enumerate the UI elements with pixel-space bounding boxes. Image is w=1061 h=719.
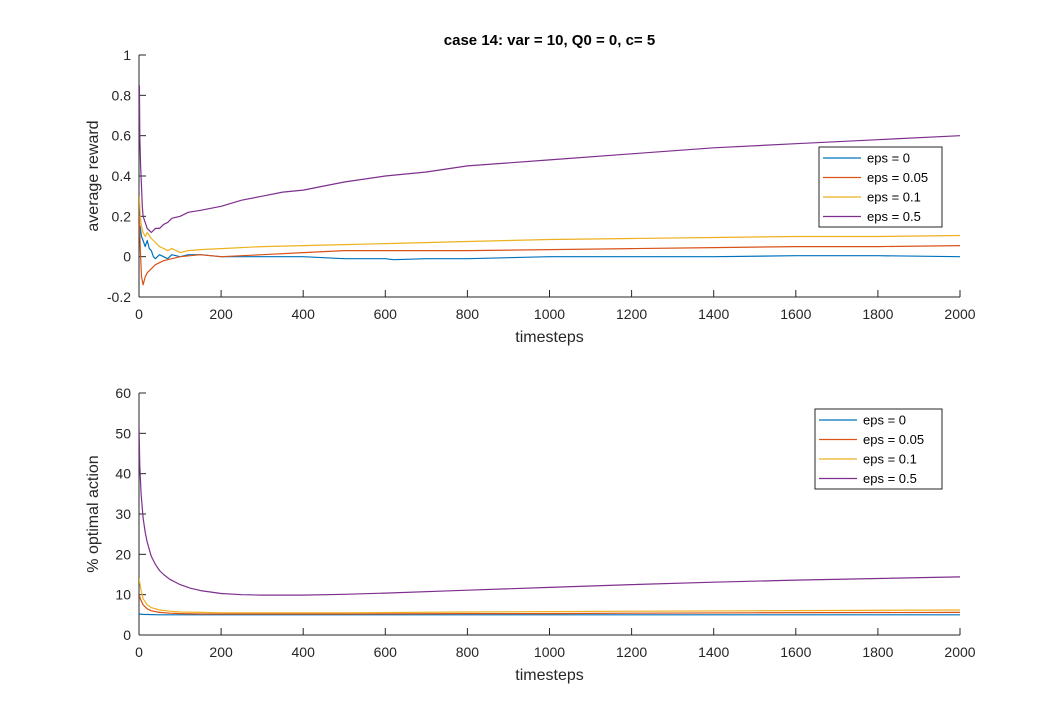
series-line-3 (139, 578, 960, 614)
series-line-4 (139, 85, 960, 234)
y-tick-label: 50 (115, 425, 131, 441)
x-tick-label: 800 (456, 306, 480, 322)
legend-label: eps = 0 (863, 413, 906, 428)
x-tick-label: 400 (292, 306, 316, 322)
y-tick-label: 0.6 (112, 128, 132, 144)
series-line-1 (139, 613, 960, 616)
y-tick-label: 10 (115, 587, 131, 603)
x-tick-label: 1800 (862, 644, 893, 660)
y-tick-label: 0.8 (112, 87, 132, 103)
x-tick-label: 0 (135, 644, 143, 660)
chart-2: 0 200 400 600 800 1000 1200 1400 1600 1800 2000 0 10… (85, 385, 976, 684)
series-line-4 (139, 425, 960, 596)
x-tick-label: 200 (209, 306, 233, 322)
x-tick-label: 1200 (616, 644, 647, 660)
y-tick-label: 20 (115, 546, 131, 562)
y-tick-label: 40 (115, 466, 131, 482)
x-tick-label: 600 (374, 306, 398, 322)
x-tick-label: 1000 (534, 644, 565, 660)
y-tick-label: 0 (123, 249, 131, 265)
chart-title: case 14: var = 10, Q0 = 0, c= 5 (444, 32, 655, 49)
x-tick-label: 1400 (698, 644, 729, 660)
y-tick-label: 0 (123, 627, 131, 643)
y-tick-label: -0.2 (107, 289, 131, 305)
x-tick-label: 600 (374, 644, 398, 660)
legend-label: eps = 0.1 (863, 452, 917, 467)
legend-box (814, 408, 943, 490)
x-tick-label: 2000 (944, 644, 975, 660)
y-tick-label: 1 (123, 47, 131, 63)
legend-label: eps = 0.5 (867, 209, 921, 224)
chart-1: 0 200 400 600 800 1000 1200 1400 1600 1800 2000 -0.… (85, 32, 976, 346)
x-tick-label: 1600 (780, 306, 811, 322)
legend: eps = 0 eps = 0.05 eps = 0.1 eps = 0.5 (818, 146, 943, 228)
y-axis-label: average reward (85, 120, 102, 231)
x-tick-label: 2000 (944, 306, 975, 322)
legend-label: eps = 0.05 (867, 170, 928, 185)
legend-box (818, 146, 943, 228)
legend-label: eps = 0.5 (863, 471, 917, 486)
x-tick-label: 400 (292, 644, 316, 660)
x-axis-label: timesteps (515, 667, 583, 684)
x-tick-label: 1200 (616, 306, 647, 322)
series-line-3 (139, 196, 960, 254)
y-tick-label: 0.2 (112, 208, 132, 224)
plot-area (139, 425, 960, 616)
plot-area (139, 85, 960, 286)
y-axis-label: % optimal action (85, 455, 102, 572)
legend-label: eps = 0.1 (867, 190, 921, 205)
y-tick-label: 30 (115, 506, 131, 522)
x-axis-label: timesteps (515, 329, 583, 346)
x-tick-label: 1400 (698, 306, 729, 322)
x-tick-label: 1800 (862, 306, 893, 322)
series-line-2 (139, 216, 960, 286)
x-tick-label: 0 (135, 306, 143, 322)
x-tick-label: 200 (209, 644, 233, 660)
y-tick-label: 60 (115, 385, 131, 401)
legend: eps = 0 eps = 0.05 eps = 0.1 eps = 0.5 (814, 408, 943, 490)
y-tick-label: 0.4 (112, 168, 132, 184)
legend-label: eps = 0 (867, 151, 910, 166)
x-tick-label: 1600 (780, 644, 811, 660)
series-line-2 (139, 594, 960, 615)
legend-label: eps = 0.05 (863, 432, 924, 447)
x-tick-label: 1000 (534, 306, 565, 322)
series-line-1 (139, 225, 960, 261)
x-tick-label: 800 (456, 644, 480, 660)
